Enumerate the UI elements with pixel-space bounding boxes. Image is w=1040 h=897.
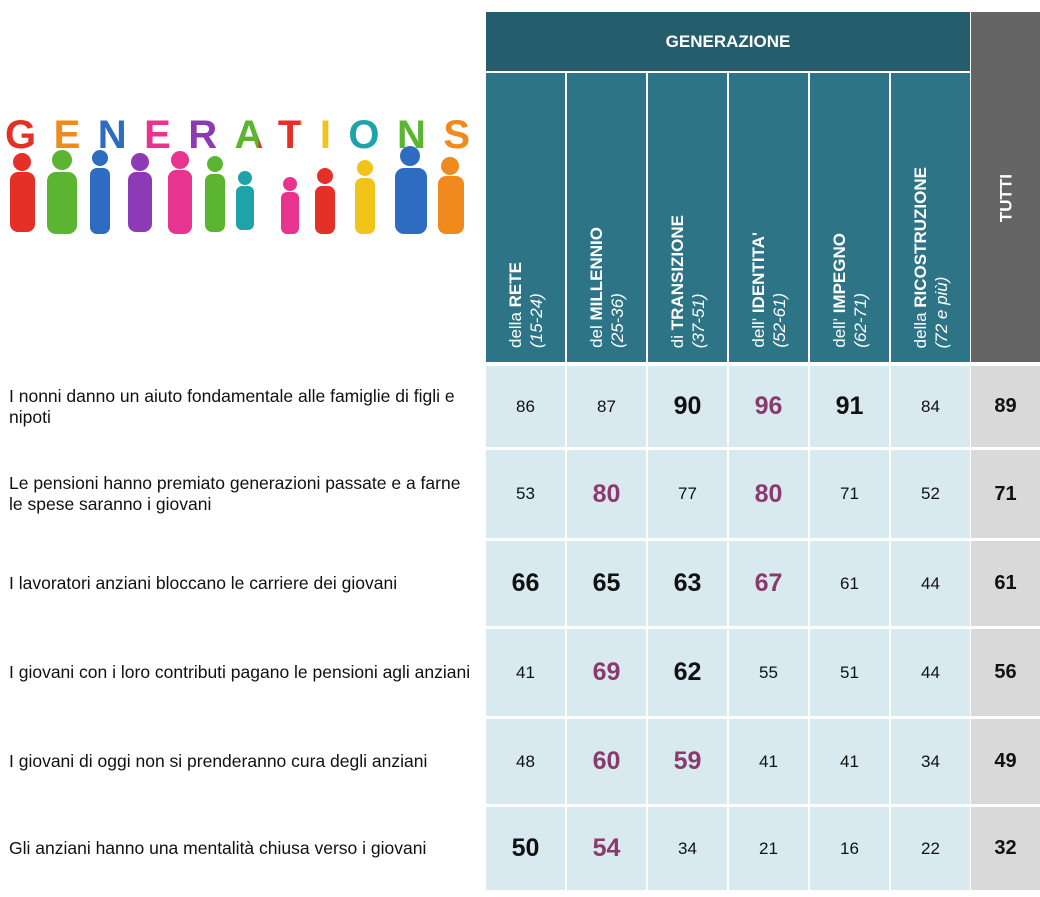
value-cell: 86 — [486, 366, 565, 447]
column-header-text: della RICOSTRUZIONE (72 e più) — [910, 167, 952, 348]
value-cell: 16 — [810, 807, 889, 890]
column-ages: (62-71) — [850, 293, 870, 348]
value-cell: 55 — [729, 629, 808, 716]
value-cell: 87 — [567, 366, 646, 447]
value-cell: 71 — [810, 450, 889, 538]
total-cell: 61 — [971, 541, 1040, 626]
row-label: I lavoratori anziani bloccano le carrier… — [9, 573, 398, 593]
total-cell: 32 — [971, 807, 1040, 890]
column-title: della RICOSTRUZIONE — [910, 167, 931, 348]
column-name: IDENTITA' — [748, 232, 768, 314]
column-name: IMPEGNO — [829, 233, 849, 314]
column-name: RETE — [505, 262, 525, 308]
column-name: RICOSTRUZIONE — [910, 166, 930, 308]
value-cell: 96 — [729, 366, 808, 447]
column-prefix: di — [667, 334, 687, 348]
column-prefix: della — [505, 312, 525, 348]
total-cell: 71 — [971, 450, 1040, 538]
row-label: Gli anziani hanno una mentalità chiusa v… — [9, 838, 427, 858]
column-header-text: dell' IMPEGNO (62-71) — [829, 233, 871, 348]
column-ages: (15-24) — [526, 293, 546, 348]
value-cell: 66 — [486, 541, 565, 626]
value-cell: 44 — [891, 541, 970, 626]
column-header: del MILLENNIO (25-36) — [567, 73, 646, 362]
row-label: I giovani con i loro contributi pagano l… — [9, 662, 471, 682]
value-cell: 90 — [648, 366, 727, 447]
column-ages: (72 e più) — [931, 276, 951, 348]
value-cell: 61 — [810, 541, 889, 626]
column-header-text: del MILLENNIO (25-36) — [586, 227, 628, 348]
column-header-text: di TRANSIZIONE (37-51) — [667, 215, 709, 348]
value-cell: 53 — [486, 450, 565, 538]
value-cell: 51 — [810, 629, 889, 716]
column-ages: (25-36) — [607, 293, 627, 348]
value-cell: 21 — [729, 807, 808, 890]
value-cell: 50 — [486, 807, 565, 890]
column-title: del MILLENNIO — [586, 227, 607, 348]
total-cell: 89 — [971, 366, 1040, 447]
value-cell: 41 — [729, 719, 808, 804]
column-title: dell' IDENTITA' — [748, 232, 769, 348]
value-cell: 48 — [486, 719, 565, 804]
value-cell: 65 — [567, 541, 646, 626]
column-prefix: della — [910, 312, 930, 348]
logo-text: GENERATIONS — [5, 113, 470, 157]
column-title: di TRANSIZIONE — [667, 215, 688, 348]
total-cell: 49 — [971, 719, 1040, 804]
value-cell: 44 — [891, 629, 970, 716]
value-cell: 22 — [891, 807, 970, 890]
column-name: TRANSIZIONE — [667, 214, 687, 331]
value-cell: 67 — [729, 541, 808, 626]
column-ages: (37-51) — [688, 293, 708, 348]
column-prefix: dell' — [748, 318, 768, 348]
value-cell: 60 — [567, 719, 646, 804]
value-cell: 41 — [486, 629, 565, 716]
value-cell: 80 — [729, 450, 808, 538]
column-header: dell' IMPEGNO (62-71) — [810, 73, 889, 362]
row-label: Le pensioni hanno premiato generazioni p… — [9, 473, 461, 514]
column-header: della RETE (15-24) — [486, 73, 565, 362]
value-cell: 41 — [810, 719, 889, 804]
value-cell: 63 — [648, 541, 727, 626]
group-header: GENERAZIONE — [486, 12, 970, 71]
total-header: TUTTI — [971, 12, 1040, 362]
logo: GENERATIONS — [5, 113, 470, 234]
total-cell: 56 — [971, 629, 1040, 716]
column-header-text: dell' IDENTITA' (52-61) — [748, 232, 790, 348]
value-cell: 34 — [891, 719, 970, 804]
column-title: dell' IMPEGNO — [829, 233, 850, 348]
value-cell: 84 — [891, 366, 970, 447]
value-cell: 62 — [648, 629, 727, 716]
value-cell: 77 — [648, 450, 727, 538]
column-title: della RETE — [505, 262, 526, 348]
value-cell: 59 — [648, 719, 727, 804]
value-cell: 34 — [648, 807, 727, 890]
value-cell: 69 — [567, 629, 646, 716]
value-cell: 91 — [810, 366, 889, 447]
column-header: della RICOSTRUZIONE (72 e più) — [891, 73, 970, 362]
row-label: I nonni danno un aiuto fondamentale alle… — [9, 385, 455, 427]
column-header-text: della RETE (15-24) — [505, 262, 547, 348]
column-prefix: dell' — [829, 318, 849, 348]
value-cell: 80 — [567, 450, 646, 538]
figures — [10, 146, 464, 234]
column-name: MILLENNIO — [586, 227, 606, 321]
column-prefix: del — [586, 325, 606, 348]
total-header-text: TUTTI — [996, 173, 1015, 222]
value-cell: 52 — [891, 450, 970, 538]
row-label: I giovani di oggi non si prenderanno cur… — [9, 751, 428, 771]
column-header: dell' IDENTITA' (52-61) — [729, 73, 808, 362]
value-cell: 54 — [567, 807, 646, 890]
column-ages: (52-61) — [769, 293, 789, 348]
column-header: di TRANSIZIONE (37-51) — [648, 73, 727, 362]
